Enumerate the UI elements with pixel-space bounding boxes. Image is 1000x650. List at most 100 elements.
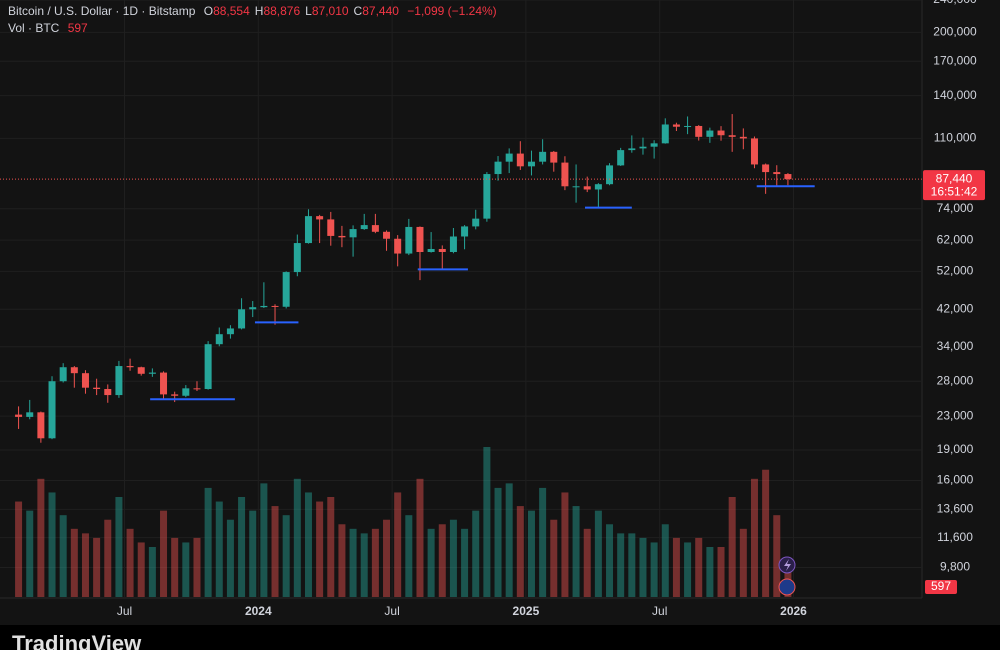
candle-body [316,216,324,220]
x-tick-label: 2026 [780,604,807,618]
candle-body [15,414,23,417]
volume-bar [750,478,758,597]
candle-body [160,372,168,395]
candle-body [695,125,703,137]
candle-body [26,412,34,417]
ohlc-key: O [203,4,214,18]
candle-body [639,146,647,149]
volume-tag [925,580,957,594]
y-tick-label: 170,000 [933,53,977,67]
ohlc-value: 88,876 [263,4,301,18]
volume-bar [706,547,714,597]
volume-bar [728,497,736,597]
volume-bar [594,510,602,597]
candle-body [93,387,101,390]
volume-bar [416,478,424,597]
y-tick-label: 52,000 [937,264,974,278]
volume-bar [293,478,301,597]
economic-event-icon[interactable] [778,578,796,596]
volume-bar [695,537,703,597]
candle-body [137,367,145,374]
candle-body [226,328,234,335]
volume-bar [226,519,234,597]
volume-bar [360,533,368,597]
volume-bar [26,510,34,597]
volume-bar [327,497,335,597]
candle-body [249,307,257,310]
y-tick-label: 62,000 [937,232,974,246]
symbol-row: Bitcoin / U.S. Dollar · 1D · Bitstamp O 8… [8,3,497,20]
candle-body [527,161,535,167]
volume-bar [338,524,346,597]
candle-body [717,130,725,136]
candle-body [427,248,435,253]
volume-bar [539,487,547,597]
candle-body [583,186,591,190]
candle-body [594,184,602,190]
volume-bar [182,542,190,597]
candle-body [260,305,268,308]
y-tick-label: 16,000 [937,473,974,487]
candle-body [360,225,368,230]
ohlc: O88,554 H88,876 L87,010 C87,440 [199,4,399,18]
volume-bar [684,542,692,597]
volume-bar [773,515,781,597]
candle-body [684,125,692,127]
candles [15,114,792,443]
grid [0,0,922,597]
volume-bar [148,547,156,597]
candle-body [193,388,201,390]
volume-bar [661,524,669,597]
volume-value: 597 [67,21,88,35]
y-tick-label: 11,600 [937,530,973,544]
candle-body [238,309,246,329]
candle-body [70,367,78,374]
candle-body [739,136,747,139]
candle-body [606,165,614,185]
volume-bar [550,519,558,597]
candle-body [561,162,569,187]
volume-bar [316,501,324,597]
candle-body [115,366,123,396]
volume-bar [15,501,23,597]
candle-body [48,381,56,439]
volume-bar [204,487,212,597]
volume-bar [70,528,78,597]
y-tick-label: 23,000 [937,408,974,422]
chart-background [0,0,1000,625]
candle-body [461,226,469,237]
volume-bar [260,483,268,597]
candle-body [81,373,89,388]
volume-bar [171,537,179,597]
candle-body [438,248,446,253]
candle-body [37,412,45,439]
candle-body [661,124,669,144]
candle-body [483,174,491,219]
legend: Bitcoin / U.S. Dollar · 1D · Bitstamp O 8… [8,3,497,37]
volume-bar [48,492,56,597]
volume-bar [282,515,290,597]
volume-bar [527,510,535,597]
candle-body [282,272,290,307]
candle-body [472,218,480,227]
candle-body [628,148,636,151]
ohlc-key: L [305,4,312,18]
volume-bar [494,487,502,597]
candle-body [416,226,424,253]
volume-bar [137,542,145,597]
x-tick-label: 2025 [513,604,540,618]
last-price-label: 87,440 [936,171,973,185]
volume-bar [628,533,636,597]
candle-body [271,305,279,307]
countdown: 16:51:42 [931,184,978,198]
x-tick-label: 2024 [245,604,272,618]
volume-bar [115,497,123,597]
volume-bar [762,469,770,597]
symbol: Bitcoin / U.S. Dollar · 1D · Bitstamp [8,4,196,18]
candle-body [293,243,301,273]
volume-bar [672,537,680,597]
volume-bar [304,492,312,597]
volume-bar [37,478,45,597]
y-tick-label: 240,000 [933,0,977,6]
